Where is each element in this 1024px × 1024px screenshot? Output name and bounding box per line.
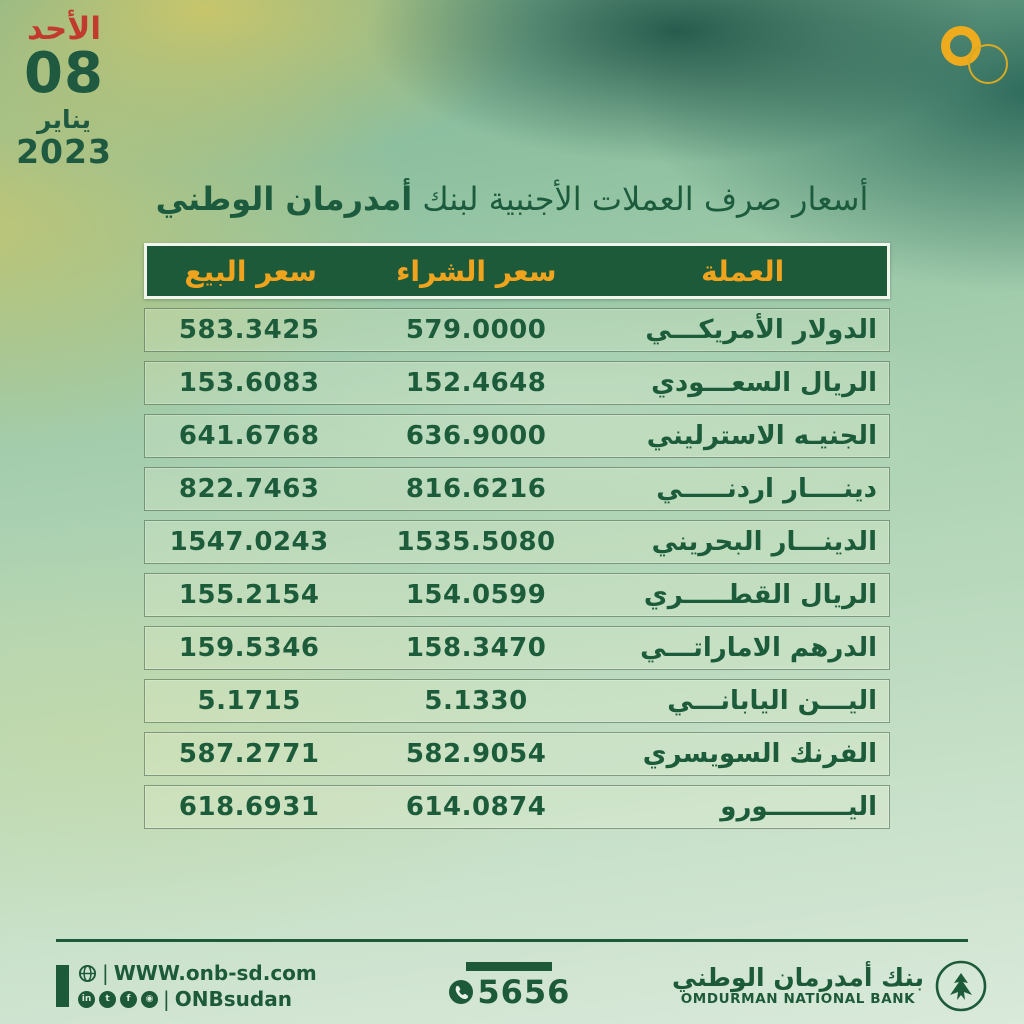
table-row: اليـــــــــورو 614.0874 618.6931 xyxy=(144,785,890,829)
sell-value: 587.2771 xyxy=(178,739,320,769)
date-weekday: الأحد xyxy=(27,11,101,47)
buy-value: 152.4648 xyxy=(405,368,547,398)
table-row: الفرنك السويسري 582.9054 587.2771 xyxy=(144,732,890,776)
buy-value: 816.6216 xyxy=(405,474,547,504)
header-sell-price: سعر البيع xyxy=(184,254,317,288)
sell-value: 583.3425 xyxy=(178,315,320,345)
twitter-icon: t xyxy=(99,990,116,1008)
buy-value: 158.3470 xyxy=(405,633,547,663)
currency-name: دينــــار اردنـــــي xyxy=(656,474,877,504)
sell-value: 159.5346 xyxy=(178,633,320,663)
table-row: الجنيـه الاسترليني 636.9000 641.6768 xyxy=(144,414,890,458)
linkedin-icon: in xyxy=(78,990,95,1008)
buy-value: 614.0874 xyxy=(405,792,547,822)
footer-contact-block: | WWW.onb-sd.com in t f ◉ | ONBsudan xyxy=(56,961,317,1011)
date-block: الأحد 08 يناير 2023 xyxy=(16,12,112,170)
buy-value: 579.0000 xyxy=(405,315,547,345)
footer-divider xyxy=(56,939,968,942)
date-year: 2023 xyxy=(16,131,112,171)
footer-accent-bar xyxy=(56,965,69,1007)
page-title: أسعار صرف العملات الأجنبية لبنك أمدرمان … xyxy=(0,180,1024,218)
rings-logo xyxy=(904,0,1024,110)
facebook-icon: f xyxy=(120,990,137,1008)
pipe-separator: | xyxy=(102,961,109,985)
thin-ring-icon xyxy=(968,44,1008,84)
social-icons: in t f ◉ xyxy=(78,990,158,1008)
phone-number: 5656 xyxy=(477,972,571,1011)
phone-accent-bar xyxy=(466,961,553,971)
buy-value: 1535.5080 xyxy=(396,527,556,557)
sell-value: 5.1715 xyxy=(197,686,301,716)
buy-value: 154.0599 xyxy=(405,580,547,610)
currency-name: الدرهم الاماراتـــي xyxy=(640,633,877,663)
header-buy-price: سعر الشراء xyxy=(396,254,557,288)
currency-name: الدينـــار البحريني xyxy=(651,527,877,557)
bank-name-arabic: بنك أمدرمان الوطني xyxy=(671,962,924,992)
table-row: دينــــار اردنـــــي 816.6216 822.7463 xyxy=(144,467,890,511)
title-bank-name: أمدرمان الوطني xyxy=(155,180,413,218)
currency-name: الفرنك السويسري xyxy=(642,739,877,769)
date-day: 08 xyxy=(24,41,104,107)
table-row: الدرهم الاماراتـــي 158.3470 159.5346 xyxy=(144,626,890,670)
currency-name: اليـــن اليابانـــي xyxy=(667,686,877,716)
table-row: الريال السعـــودي 152.4648 153.6083 xyxy=(144,361,890,405)
header-currency: العملة xyxy=(701,254,785,288)
footer: | WWW.onb-sd.com in t f ◉ | ONBsudan xyxy=(56,956,988,1016)
social-handle: ONBsudan xyxy=(174,987,292,1011)
bank-name-english: OMDURMAN NATIONAL BANK xyxy=(680,991,916,1008)
phone-icon xyxy=(449,979,474,1004)
sell-value: 641.6768 xyxy=(178,421,320,451)
footer-phone-block: 5656 xyxy=(448,961,571,1011)
footer-bank-logo: بنك أمدرمان الوطني OMDURMAN NATIONAL BAN… xyxy=(672,959,988,1013)
buy-value: 636.9000 xyxy=(405,421,547,451)
currency-name: اليـــــــــورو xyxy=(720,792,877,822)
website-line: | WWW.onb-sd.com xyxy=(78,961,317,985)
social-line: in t f ◉ | ONBsudan xyxy=(78,987,317,1011)
currency-name: الدولار الأمريكـــي xyxy=(645,315,877,345)
currency-name: الجنيـه الاسترليني xyxy=(646,421,877,451)
table-row: اليـــن اليابانـــي 5.1330 5.1715 xyxy=(144,679,890,723)
table-row: الدينـــار البحريني 1535.5080 1547.0243 xyxy=(144,520,890,564)
table-header: العملة سعر الشراء سعر البيع xyxy=(144,243,890,299)
sell-value: 618.6931 xyxy=(178,792,320,822)
pipe-separator: | xyxy=(163,987,170,1011)
globe-icon xyxy=(78,964,97,982)
website-url: WWW.onb-sd.com xyxy=(113,961,317,985)
title-prefix: أسعار صرف العملات الأجنبية لبنك xyxy=(412,180,869,218)
currency-name: الريال السعـــودي xyxy=(651,368,877,398)
sell-value: 822.7463 xyxy=(178,474,320,504)
buy-value: 582.9054 xyxy=(405,739,547,769)
table-row: الريال القطـــــري 154.0599 155.2154 xyxy=(144,573,890,617)
buy-value: 5.1330 xyxy=(424,686,528,716)
bank-emblem-icon xyxy=(935,960,987,1012)
sell-value: 153.6083 xyxy=(178,368,320,398)
date-month: يناير xyxy=(37,105,91,135)
sell-value: 155.2154 xyxy=(178,580,320,610)
table-body: الدولار الأمريكـــي 579.0000 583.3425 ال… xyxy=(144,308,890,829)
table-row: الدولار الأمريكـــي 579.0000 583.3425 xyxy=(144,308,890,352)
instagram-icon: ◉ xyxy=(141,990,158,1008)
exchange-rates-table: العملة سعر الشراء سعر البيع الدولار الأم… xyxy=(144,243,890,829)
currency-name: الريال القطـــــري xyxy=(643,580,877,610)
sell-value: 1547.0243 xyxy=(169,527,329,557)
